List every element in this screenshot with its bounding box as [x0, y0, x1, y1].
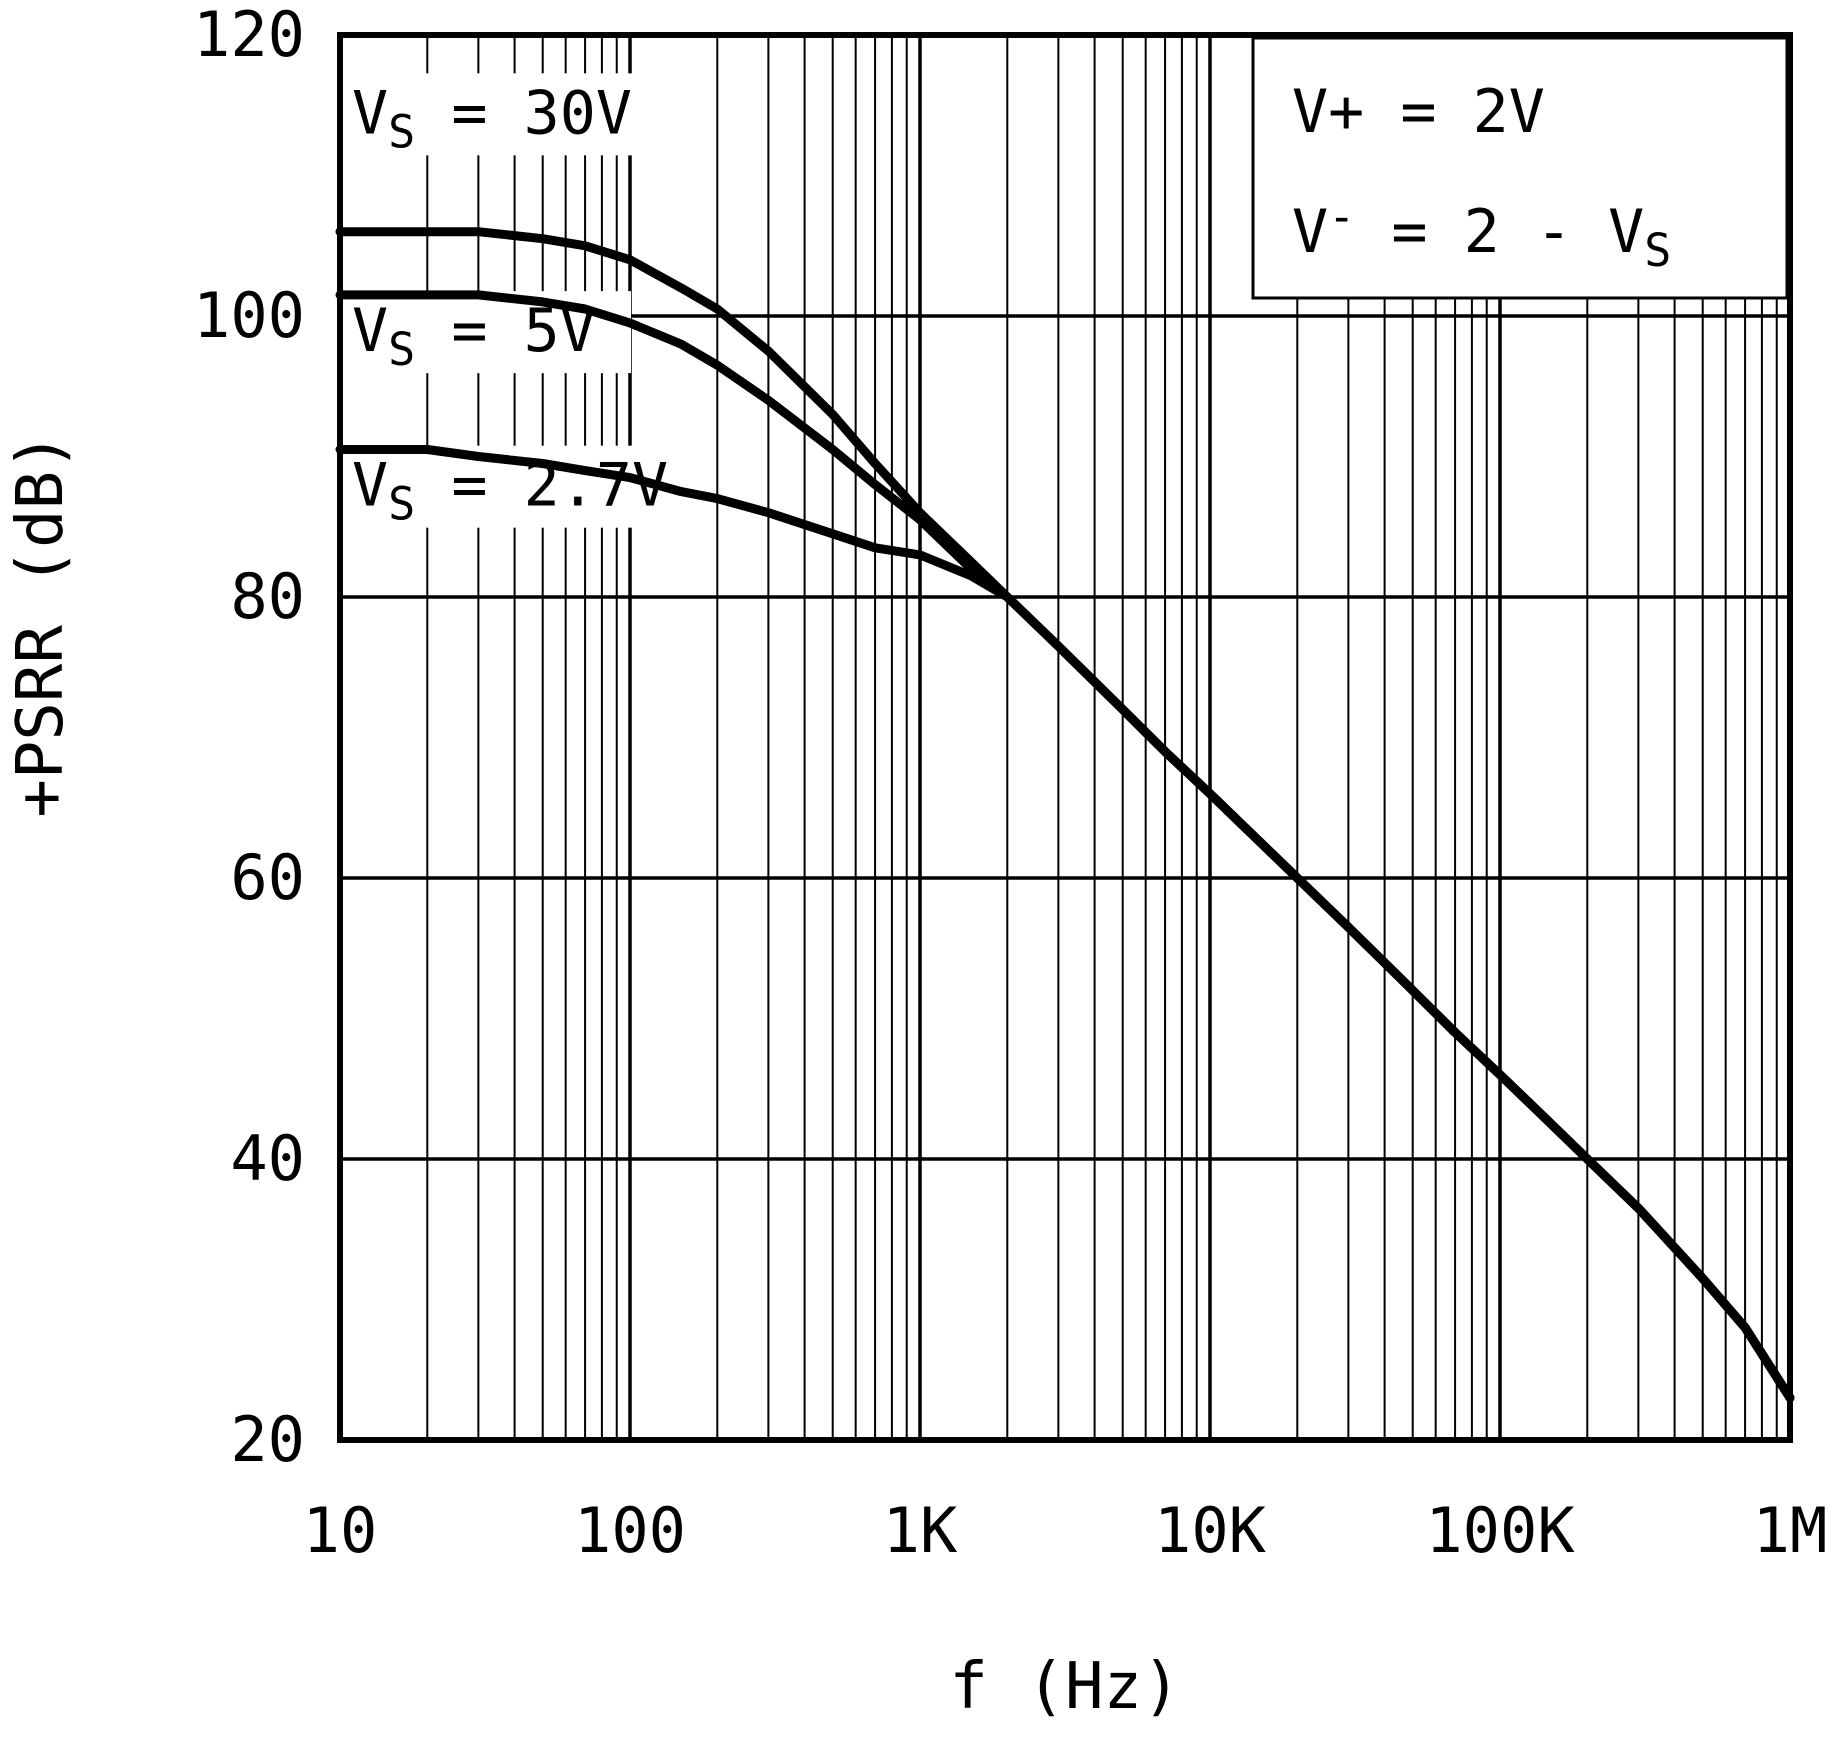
x-tick-label-10: 10	[303, 1494, 378, 1567]
curve-label: VS = 30V	[352, 78, 632, 158]
curve-3-vs-2.7v	[335, 445, 1795, 1403]
x-tick-label-1K: 1K	[883, 1494, 958, 1567]
y-tick-label-60: 60	[230, 841, 305, 914]
curve-label: VS = 2.7V	[352, 451, 668, 531]
condition-line-1: V+ = 2V	[1292, 77, 1545, 147]
curve-label-background	[340, 73, 668, 156]
conditions-box	[1251, 36, 1789, 300]
y-tick-label-80: 80	[230, 560, 305, 633]
x-tick-label-1M: 1M	[1753, 1494, 1828, 1567]
plot-frame	[337, 32, 1793, 1443]
x-tick-label-100: 100	[574, 1494, 686, 1567]
y-tick-label-20: 20	[230, 1403, 305, 1476]
y-tick-label-100: 100	[193, 279, 305, 352]
condition-line-2: V- = 2 - VS	[1292, 190, 1671, 277]
x-tick-label-100K: 100K	[1425, 1494, 1575, 1567]
x-tick-label-10K: 10K	[1154, 1494, 1267, 1567]
y-tick-label-40: 40	[230, 1122, 305, 1195]
curve-label: VS = 5V	[352, 296, 596, 376]
y-tick-label-120: 120	[193, 0, 305, 71]
chart-generated-content: VS = 30V VS = 5V VS = 2.7V V+ = 2V V- = 2 - …	[193, 0, 1827, 1567]
y-axis-label: +PSRR (dB)	[4, 432, 78, 817]
curve-1-vs-30v	[335, 227, 1795, 1403]
x-axis-label: f (Hz)	[949, 1650, 1180, 1724]
